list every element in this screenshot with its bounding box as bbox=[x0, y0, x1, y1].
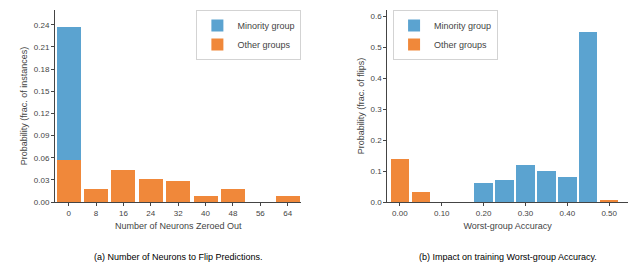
svg-text:0.1: 0.1 bbox=[371, 167, 383, 176]
svg-text:Minority group: Minority group bbox=[434, 21, 491, 31]
svg-text:40: 40 bbox=[201, 209, 210, 218]
svg-text:16: 16 bbox=[119, 209, 128, 218]
svg-text:Worst-group Accuracy: Worst-group Accuracy bbox=[463, 221, 552, 231]
svg-text:24: 24 bbox=[146, 209, 155, 218]
svg-text:0.3: 0.3 bbox=[371, 105, 383, 114]
svg-text:0: 0 bbox=[66, 209, 71, 218]
svg-text:Probability (frac. of flips): Probability (frac. of flips) bbox=[356, 58, 366, 155]
svg-text:0.09: 0.09 bbox=[34, 131, 50, 140]
svg-text:8: 8 bbox=[94, 209, 99, 218]
svg-text:Minority group: Minority group bbox=[237, 21, 294, 31]
svg-text:(b) Impact on training Worst-g: (b) Impact on training Worst-group Accur… bbox=[419, 252, 597, 262]
svg-text:Other groups: Other groups bbox=[434, 40, 487, 50]
svg-text:0.06: 0.06 bbox=[34, 153, 50, 162]
svg-text:48: 48 bbox=[228, 209, 237, 218]
svg-text:0.10: 0.10 bbox=[434, 209, 450, 218]
svg-text:64: 64 bbox=[283, 209, 292, 218]
svg-text:0.6: 0.6 bbox=[371, 12, 383, 21]
svg-text:0.00: 0.00 bbox=[34, 198, 50, 207]
svg-text:0.21: 0.21 bbox=[34, 43, 50, 52]
svg-text:0.30: 0.30 bbox=[518, 209, 534, 218]
svg-text:56: 56 bbox=[256, 209, 265, 218]
svg-text:0.24: 0.24 bbox=[34, 21, 50, 30]
svg-text:0.50: 0.50 bbox=[601, 209, 617, 218]
svg-text:0.12: 0.12 bbox=[34, 109, 50, 118]
svg-text:0.03: 0.03 bbox=[34, 176, 50, 185]
svg-text:0.2: 0.2 bbox=[371, 136, 383, 145]
svg-text:0.20: 0.20 bbox=[476, 209, 492, 218]
svg-text:0.0: 0.0 bbox=[371, 198, 383, 207]
svg-text:0.00: 0.00 bbox=[392, 209, 408, 218]
svg-text:0.4: 0.4 bbox=[371, 74, 383, 83]
svg-text:0.15: 0.15 bbox=[34, 87, 50, 96]
svg-text:(a) Number of Neurons to Flip: (a) Number of Neurons to Flip Prediction… bbox=[94, 252, 263, 262]
svg-text:Number of Neurons Zeroed Out: Number of Neurons Zeroed Out bbox=[115, 221, 242, 231]
svg-text:0.5: 0.5 bbox=[371, 43, 383, 52]
svg-text:32: 32 bbox=[174, 209, 183, 218]
svg-text:0.40: 0.40 bbox=[560, 209, 576, 218]
svg-text:Probability (frac. of instance: Probability (frac. of instances) bbox=[19, 47, 29, 166]
svg-text:0.18: 0.18 bbox=[34, 65, 50, 74]
svg-text:Other groups: Other groups bbox=[237, 40, 290, 50]
